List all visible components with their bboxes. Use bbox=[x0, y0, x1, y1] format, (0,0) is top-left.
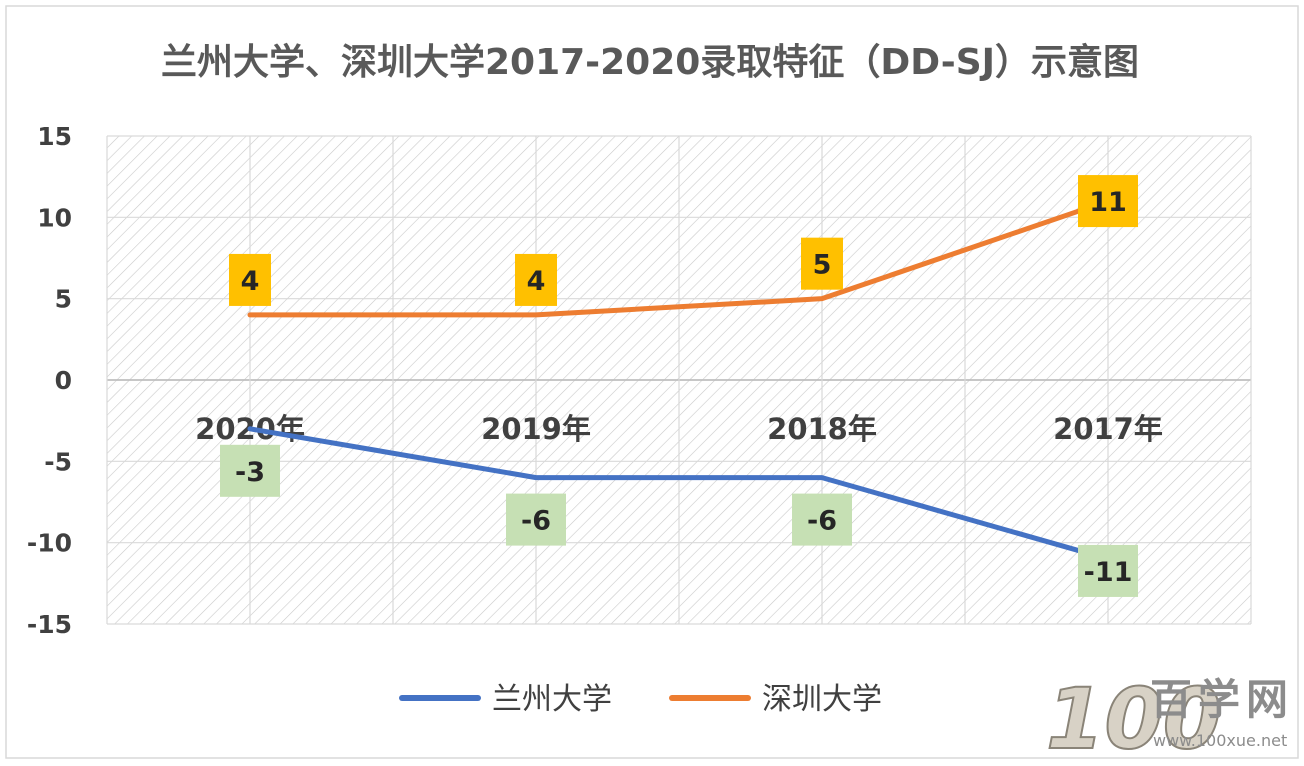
data-label-box bbox=[1078, 175, 1138, 228]
chart-title: 兰州大学、深圳大学2017-2020录取特征（DD-SJ）示意图 bbox=[161, 41, 1139, 83]
data-label-box bbox=[515, 253, 557, 306]
y-tick-label: 0 bbox=[55, 366, 72, 395]
x-category-label: 2017年 bbox=[1053, 412, 1163, 446]
data-label-box bbox=[1078, 544, 1138, 597]
data-label: -6 bbox=[792, 493, 852, 546]
data-label-value: -3 bbox=[235, 457, 265, 488]
data-label: -3 bbox=[220, 444, 280, 497]
data-label-value: -6 bbox=[807, 506, 837, 537]
data-label-value: 4 bbox=[527, 266, 546, 297]
data-label-value: -11 bbox=[1084, 557, 1133, 588]
data-labels: -3 -6 -6 -11 4 4 5 11 bbox=[220, 175, 1138, 597]
y-axis: 15 10 5 0 -5 -10 -15 bbox=[27, 122, 72, 639]
y-tick-label: 5 bbox=[55, 285, 72, 314]
y-tick-label: 15 bbox=[37, 122, 72, 151]
series-line-1 bbox=[247, 198, 1111, 318]
data-label-box bbox=[801, 237, 843, 290]
y-tick-label: -5 bbox=[44, 447, 72, 476]
watermark-name: 百学网 bbox=[1150, 675, 1294, 724]
data-label: -11 bbox=[1078, 544, 1138, 597]
legend-item: 深圳大学 bbox=[669, 682, 882, 717]
watermark-logo: 100 百学网 www.100xue.net bbox=[1045, 669, 1294, 766]
data-label-value: 11 bbox=[1089, 187, 1127, 218]
data-label-value: 4 bbox=[241, 266, 260, 297]
watermark-url: www.100xue.net bbox=[1153, 731, 1287, 750]
y-tick-label: 10 bbox=[37, 203, 72, 232]
data-label: 4 bbox=[515, 253, 557, 306]
watermark-digits: 100 bbox=[1046, 670, 1221, 766]
series-line-0 bbox=[247, 426, 1111, 562]
chart-border bbox=[5, 5, 1299, 759]
data-label: 4 bbox=[229, 253, 271, 306]
data-label: 5 bbox=[801, 237, 843, 290]
y-tick-label: -10 bbox=[27, 529, 72, 558]
data-label-value: 5 bbox=[813, 250, 832, 281]
data-label-box bbox=[229, 253, 271, 306]
data-label: 11 bbox=[1078, 175, 1138, 228]
data-label-box bbox=[220, 444, 280, 497]
legend-item: 兰州大学 bbox=[399, 682, 612, 717]
data-label-box bbox=[506, 493, 566, 546]
legend-label: 深圳大学 bbox=[762, 682, 882, 717]
gridlines bbox=[106, 135, 1252, 625]
x-category-label: 2019年 bbox=[481, 412, 591, 446]
data-label-box bbox=[792, 493, 852, 546]
legend-label: 兰州大学 bbox=[492, 682, 612, 717]
data-label: -6 bbox=[506, 493, 566, 546]
x-category-label: 2018年 bbox=[767, 412, 877, 446]
y-tick-label: -15 bbox=[27, 610, 72, 639]
legend: 兰州大学 深圳大学 bbox=[399, 682, 882, 717]
data-label-value: -6 bbox=[521, 506, 551, 537]
series-lines bbox=[247, 198, 1111, 562]
